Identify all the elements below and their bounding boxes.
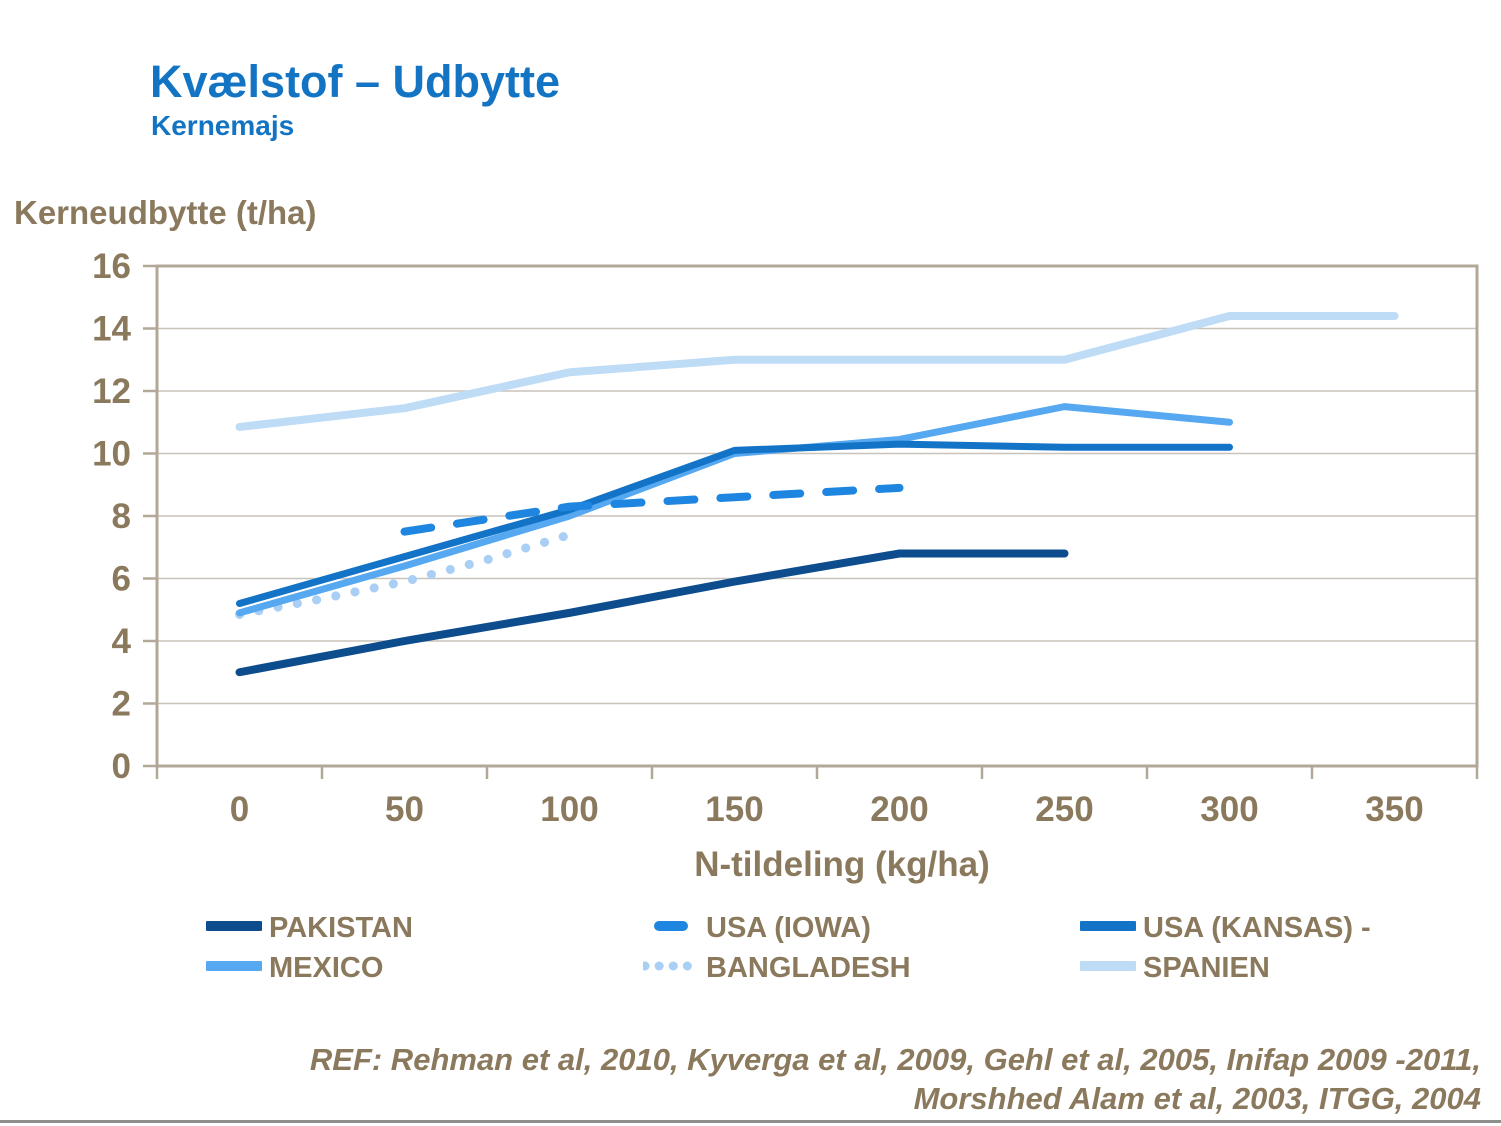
y-axis-title: Kerneudbytte (t/ha) [14,194,317,231]
legend-label: PAKISTAN [269,911,413,944]
usa-iowa-line-swatch [643,919,699,937]
legend-item-spanien: SPANIEN [1077,951,1270,984]
bottom-divider [0,1120,1501,1123]
bangladesh-line-swatch [640,959,702,977]
usa-kansas-line-swatch [1077,919,1139,937]
svg-text:0: 0 [112,747,131,786]
spanien-line-swatch [1077,959,1139,977]
legend-label: BANGLADESH [706,951,911,984]
legend-item-bangladesh: BANGLADESH [640,951,911,984]
svg-text:2: 2 [112,685,131,724]
legend-item-usa-iowa: USA (IOWA) [643,912,871,944]
pakistan-line-swatch [203,919,265,937]
svg-text:10: 10 [92,435,131,474]
legend-label: SPANIEN [1143,951,1270,984]
svg-text:14: 14 [92,310,131,349]
svg-text:300: 300 [1200,790,1258,829]
svg-text:6: 6 [112,560,131,599]
svg-text:8: 8 [112,497,131,536]
reference-line-2: Morshhed Alam et al, 2003, ITGG, 2004 [913,1081,1481,1116]
svg-text:16: 16 [92,247,131,286]
reference-line-1: REF: Rehman et al, 2010, Kyverga et al, … [309,1042,1481,1077]
legend-label: MEXICO [269,951,384,984]
legend-label: USA (KANSAS) - [1143,911,1371,944]
svg-text:150: 150 [705,790,763,829]
svg-text:4: 4 [112,622,132,661]
legend-item-pakistan: PAKISTAN [203,911,413,944]
svg-text:350: 350 [1365,790,1423,829]
svg-text:12: 12 [92,372,131,411]
reference-citation: REF: Rehman et al, 2010, Kyverga et al, … [0,1040,1481,1118]
mexico-line-swatch [203,959,265,977]
svg-text:100: 100 [540,790,598,829]
svg-text:200: 200 [870,790,928,829]
legend-label: USA (IOWA) [706,911,871,944]
slide-subtitle: Kernemajs [151,110,295,141]
slide-title: Kvælstof – Udbytte [150,56,561,107]
legend-item-mexico: MEXICO [203,951,384,984]
svg-text:250: 250 [1035,790,1093,829]
svg-text:50: 50 [385,790,424,829]
x-axis-title: N-tildeling (kg/ha) [694,845,990,884]
svg-text:0: 0 [230,790,249,829]
legend-item-usa-kansas: USA (KANSAS) - [1077,911,1371,944]
